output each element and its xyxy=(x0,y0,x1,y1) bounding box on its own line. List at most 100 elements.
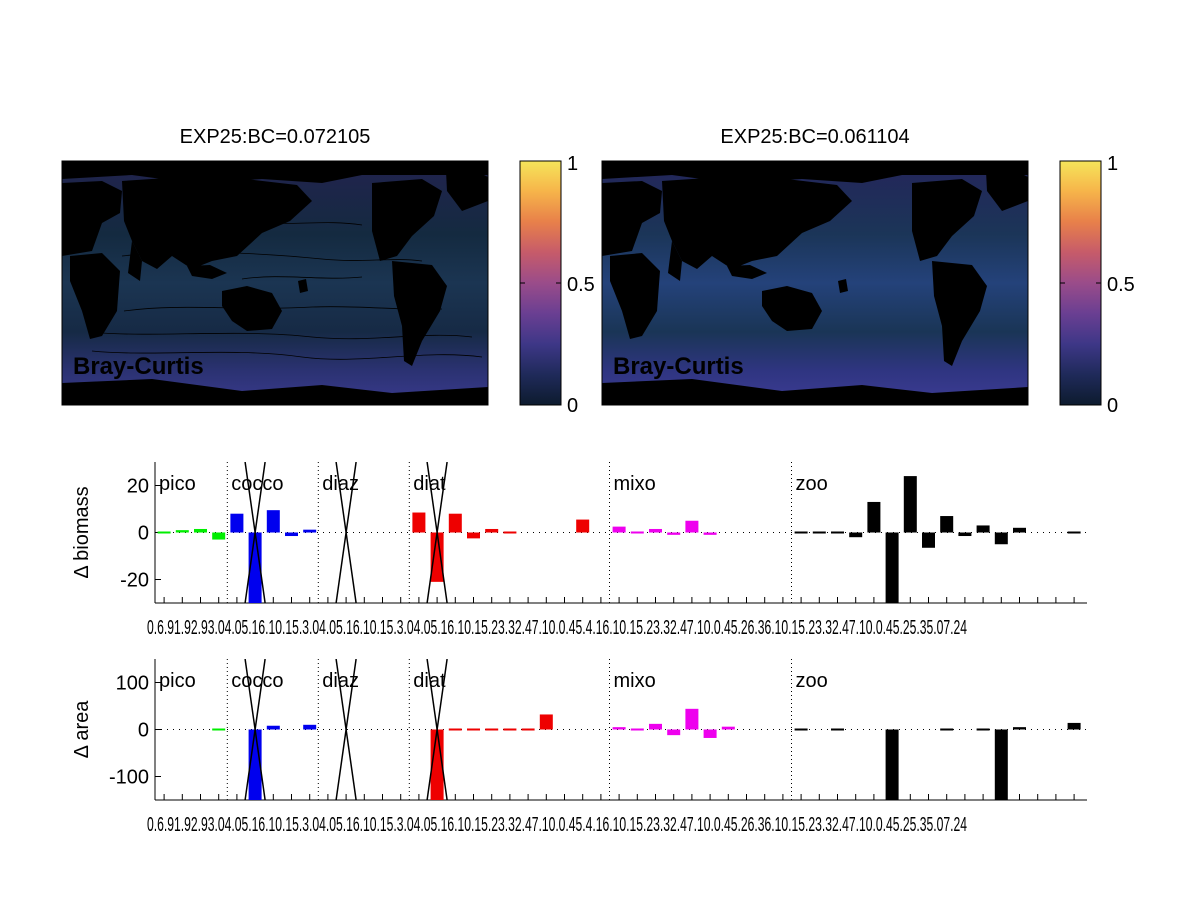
group-label-zoo: zoo xyxy=(796,473,828,495)
bar-zoo-5 xyxy=(885,532,899,603)
colorbar-ramp-2 xyxy=(1059,160,1102,406)
y-tick-label: 100 xyxy=(116,673,149,695)
bar-zoo-8 xyxy=(940,516,954,533)
cross-line xyxy=(244,659,266,800)
group-label-zoo: zoo xyxy=(796,670,828,692)
colorbar-2-tick-1: 0.5 xyxy=(1107,274,1135,296)
bar-zoo-3 xyxy=(849,532,863,538)
group-label-cocco: cocco xyxy=(231,473,283,495)
bar-mixo-6 xyxy=(721,726,735,730)
bar-cocco-2 xyxy=(266,510,280,533)
bar-mixo-5 xyxy=(703,532,717,535)
bar-pico-1 xyxy=(175,530,189,533)
bar-pico-3 xyxy=(212,728,226,731)
y-tick-label: 0 xyxy=(138,720,149,742)
bar-mixo-3 xyxy=(667,532,681,535)
bar-cocco-0 xyxy=(230,513,244,533)
bar-zoo-2 xyxy=(831,531,844,534)
bar-zoo-11 xyxy=(994,532,1008,545)
bar-pico-0 xyxy=(157,531,171,534)
group-label-mixo: mixo xyxy=(614,473,656,495)
bar-diat-5 xyxy=(503,728,517,731)
colorbar-2-tick-2: 1 xyxy=(1107,153,1118,175)
bar-zoo-6 xyxy=(903,476,917,533)
colorbar-2-tick-0: 0 xyxy=(1107,395,1118,417)
bar-diat-4 xyxy=(485,728,499,731)
bar-mixo-5 xyxy=(703,729,717,738)
cross-line xyxy=(426,462,448,603)
bar-mixo-2 xyxy=(649,723,662,730)
bar-diat-0 xyxy=(412,512,426,533)
bar-zoo-15 xyxy=(1067,722,1081,730)
bar-diat-4 xyxy=(485,528,499,533)
bar-zoo-9 xyxy=(958,532,972,537)
bar-cocco-2 xyxy=(266,725,280,730)
group-label-pico: pico xyxy=(159,670,196,692)
bar-cocco-4 xyxy=(303,529,317,533)
bar-zoo-0 xyxy=(794,531,808,534)
bar-zoo-10 xyxy=(976,728,990,731)
y-tick-label: -100 xyxy=(109,767,149,789)
colorbar-1-tick-1: 0.5 xyxy=(567,274,595,296)
map-label-1: Bray-Curtis xyxy=(73,353,204,380)
bar-diat-2 xyxy=(448,513,462,533)
cross-line xyxy=(335,659,357,800)
y-tick-label: -20 xyxy=(120,570,149,592)
map-frame-1 xyxy=(61,160,489,406)
bar-zoo-4 xyxy=(867,501,881,533)
group-label-mixo: mixo xyxy=(614,670,656,692)
bar-mixo-4 xyxy=(685,520,699,533)
bar-diat-9 xyxy=(576,519,590,533)
y-axis-label: Δ area xyxy=(71,700,93,759)
bar-zoo-2 xyxy=(831,728,844,731)
land-mask-1 xyxy=(62,161,488,405)
bar-mixo-2 xyxy=(649,528,662,533)
bar-zoo-11 xyxy=(994,729,1008,800)
cross-line xyxy=(426,659,448,800)
bar-cocco-1 xyxy=(248,729,262,800)
colorbar-2: 0 0.5 1 xyxy=(1059,153,1135,417)
bar-cocco-1 xyxy=(248,532,262,603)
group-label-cocco: cocco xyxy=(231,670,283,692)
land-mask-2 xyxy=(602,161,1028,405)
bar-diat-2 xyxy=(448,728,462,731)
bar-layer xyxy=(212,659,1081,800)
bar-diat-7 xyxy=(539,714,553,730)
bar-mixo-4 xyxy=(685,708,699,730)
bar-cocco-3 xyxy=(285,532,298,537)
x-tick-labels: 0.6.91.92.93.04.05.16.10.15.3.04.05.16.1… xyxy=(147,814,967,836)
bar-zoo-7 xyxy=(922,532,935,548)
cross-line xyxy=(335,462,357,603)
map-panel-1: EXP25:BC=0.072105 xyxy=(61,126,489,406)
bar-mixo-0 xyxy=(612,727,626,730)
bar-diat-1 xyxy=(430,729,444,800)
bar-zoo-5 xyxy=(885,729,899,800)
group-label-diaz: diaz xyxy=(322,670,359,692)
bar-pico-2 xyxy=(194,528,207,533)
map-label-2: Bray-Curtis xyxy=(613,353,744,380)
bar-mixo-0 xyxy=(612,526,626,533)
colorbar-1: 0 0.5 1 xyxy=(519,153,595,417)
bar-mixo-1 xyxy=(630,531,644,534)
bar-mixo-3 xyxy=(667,729,681,736)
bar-layer xyxy=(157,462,1081,603)
bar-diat-5 xyxy=(503,531,517,534)
bar-diat-1 xyxy=(430,532,444,582)
bar-zoo-15 xyxy=(1067,531,1081,534)
contour-lines-1 xyxy=(91,220,483,360)
map-panel-2: EXP25:BC=0.061104 Bray-Curtis xyxy=(601,126,1029,406)
y-tick-label: 0 xyxy=(138,523,149,545)
y-tick-label: 20 xyxy=(127,476,149,498)
map-frame-2 xyxy=(601,160,1029,406)
map-title-1: EXP25:BC=0.072105 xyxy=(180,126,371,148)
x-tick-labels: 0.6.91.92.93.04.05.16.10.15.3.04.05.16.1… xyxy=(147,617,967,639)
bar-diat-3 xyxy=(467,532,480,539)
bar-zoo-1 xyxy=(812,531,826,534)
bar-pico-3 xyxy=(212,532,226,540)
bar-zoo-8 xyxy=(940,728,954,731)
bar-zoo-12 xyxy=(1013,727,1026,730)
bar-zoo-12 xyxy=(1013,527,1026,533)
